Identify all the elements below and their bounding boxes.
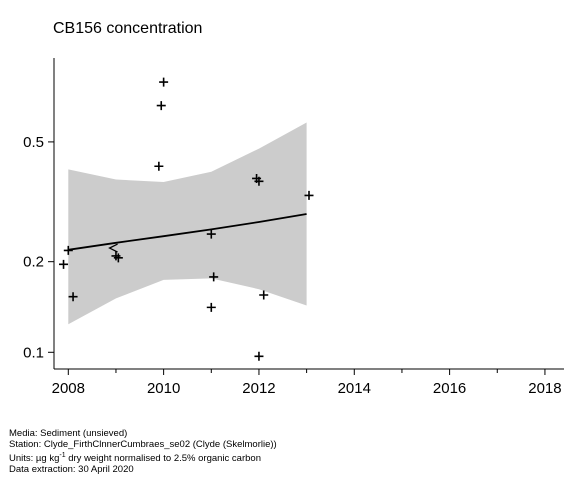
data-point (63, 245, 73, 255)
footer-units-prefix: Units: µg kg (9, 453, 60, 465)
confidence-band-layer (68, 122, 307, 325)
footer-notes: Media: Sediment (unsieved) Station: Clyd… (9, 428, 277, 475)
data-point (206, 229, 216, 239)
ticks-layer: 2008 2010 2012 2014 2016 2018 0.1 0.2 0.5 (23, 134, 561, 397)
data-point (209, 272, 219, 282)
y-tick-label: 0.5 (23, 134, 44, 151)
y-tick-label: 0.2 (23, 254, 44, 271)
data-point (254, 351, 264, 361)
data-point (59, 259, 69, 269)
x-tick-label: 2018 (528, 380, 561, 397)
data-point (304, 190, 314, 200)
data-point (154, 161, 164, 171)
data-point (206, 302, 216, 312)
data-point (156, 101, 166, 111)
footer-units-suffix: dry weight normalised to 2.5% organic ca… (65, 453, 261, 465)
footer-extraction: Data extraction: 30 April 2020 (9, 464, 134, 476)
data-point (259, 290, 269, 300)
chart-title: CB156 concentration (53, 20, 202, 37)
footer-media: Media: Sediment (unsieved) (9, 428, 128, 439)
footer-units-sup: -1 (59, 452, 66, 459)
trend-line (68, 213, 307, 251)
footer-units: Units: µg kg-1 dry weight normalised to … (9, 450, 277, 464)
axes-layer (53, 58, 564, 370)
trend-line-layer (68, 213, 307, 251)
x-tick-label: 2016 (433, 380, 466, 397)
confidence-band (68, 122, 307, 325)
x-tick-label: 2008 (52, 380, 85, 397)
x-tick-label: 2014 (338, 380, 371, 397)
data-point (113, 253, 123, 263)
data-point-less-than (108, 243, 118, 253)
data-points-layer (59, 77, 314, 361)
data-point (68, 292, 78, 302)
x-tick-label: 2010 (147, 380, 180, 397)
footer-station: Station: Clyde_FirthClnnerCumbraes_se02 … (9, 439, 277, 450)
data-point (254, 176, 264, 186)
data-point (159, 77, 169, 87)
x-tick-label: 2012 (242, 380, 275, 397)
y-tick-label: 0.1 (23, 344, 44, 361)
